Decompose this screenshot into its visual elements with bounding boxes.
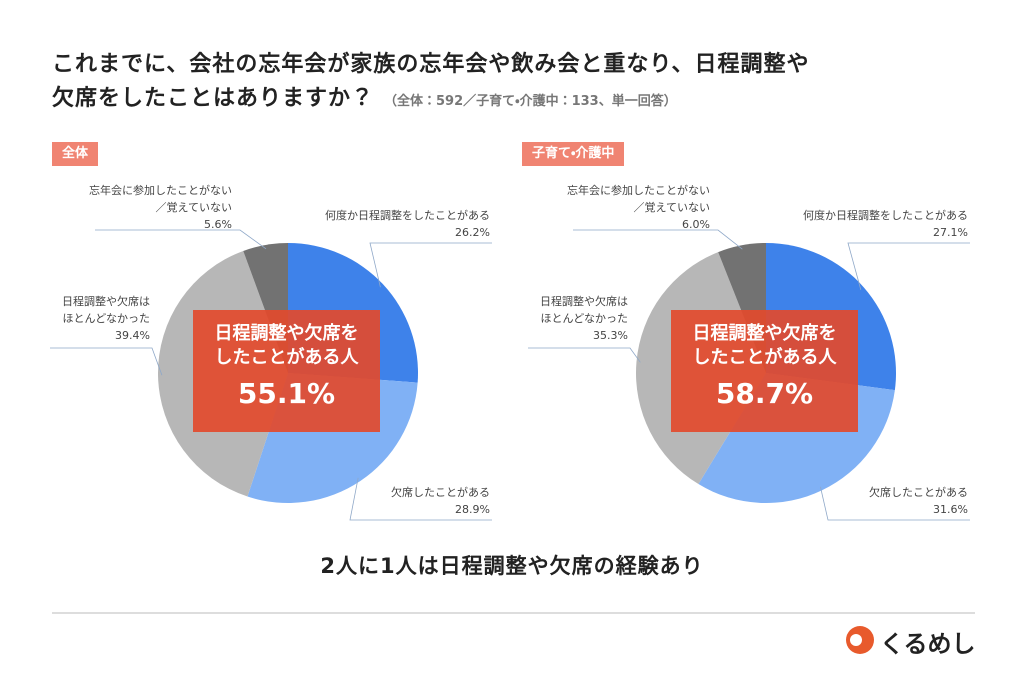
- category-label: 日程調整や欠席は ほとんどなかった: [540, 295, 628, 325]
- leader-line: [50, 347, 163, 376]
- value-label: 28.9%: [455, 503, 490, 516]
- value-label: 6.0%: [682, 218, 710, 231]
- slice-label: 何度か日程調整をしたことがある 26.2%: [325, 207, 490, 241]
- leader-line: [349, 477, 492, 521]
- callout-text: 日程調整や欠席を: [214, 323, 359, 344]
- logo-icon-eye: [850, 634, 862, 646]
- leader-line: [528, 347, 641, 363]
- title: これまでに、会社の忘年会が家族の忘年会や飲み会と重なり、日程調整や 欠席をしたこ…: [52, 48, 809, 119]
- value-label: 31.6%: [933, 503, 968, 516]
- category-label: 欠席したことがある: [391, 486, 490, 499]
- callout-text: 55.1%: [237, 377, 336, 410]
- value-label: 35.3%: [593, 329, 628, 342]
- panel-label: 全体: [52, 142, 99, 166]
- leader-line: [573, 229, 743, 250]
- title-line-2: 欠席をしたことはありますか？ （全体：592／子育て・介護中：133、単一回答）: [52, 82, 809, 119]
- slice-label: 日程調整や欠席は ほとんどなかった 35.3%: [540, 293, 628, 344]
- title-line: 欠席をしたことはありますか？: [52, 86, 375, 111]
- callout-text: 日程調整や欠席を: [692, 323, 837, 344]
- callout: 日程調整や欠席を したことがある人 58.7%: [671, 310, 858, 432]
- slice-label: 忘年会に参加したことがない ／覚えていない 5.6%: [89, 182, 232, 233]
- value-label: 26.2%: [455, 226, 490, 239]
- category-label: 何度か日程調整をしたことがある: [803, 209, 968, 222]
- category-label: 忘年会に参加したことがない ／覚えていない: [567, 184, 710, 214]
- title-line: これまでに、会社の忘年会が家族の忘年会や飲み会と重なり、日程調整や: [52, 52, 810, 77]
- panel-label: 子育て・介護中: [522, 142, 625, 166]
- value-label: 39.4%: [115, 329, 150, 342]
- category-label: 欠席したことがある: [869, 486, 968, 499]
- slice-label: 何度か日程調整をしたことがある 27.1%: [803, 207, 968, 241]
- slice-label: 欠席したことがある 28.9%: [391, 484, 490, 518]
- leader-line: [847, 242, 970, 291]
- subtitle: （全体：592／子育て・介護中：133、単一回答）: [384, 94, 677, 109]
- slice-label: 忘年会に参加したことがない ／覚えていない 6.0%: [567, 182, 710, 233]
- value-label: 27.1%: [933, 226, 968, 239]
- slice-label: 日程調整や欠席は ほとんどなかった 39.4%: [62, 293, 150, 344]
- value-label: 5.6%: [204, 218, 232, 231]
- callout-text: したことがある人: [692, 347, 837, 368]
- footer: 2人に1人は日程調整や欠席の経験あり: [320, 554, 704, 578]
- leader-line: [369, 242, 492, 288]
- callout-text: したことがある人: [214, 347, 359, 368]
- logo: くるめし: [880, 630, 976, 658]
- leader-line: [820, 486, 970, 521]
- category-label: 日程調整や欠席は ほとんどなかった: [62, 295, 150, 325]
- category-label: 忘年会に参加したことがない ／覚えていない: [89, 184, 232, 214]
- callout: 日程調整や欠席を したことがある人 55.1%: [193, 310, 380, 432]
- category-label: 何度か日程調整をしたことがある: [325, 209, 490, 222]
- callout-text: 58.7%: [715, 377, 814, 410]
- leader-line: [95, 229, 267, 250]
- slice-label: 欠席したことがある 31.6%: [869, 484, 968, 518]
